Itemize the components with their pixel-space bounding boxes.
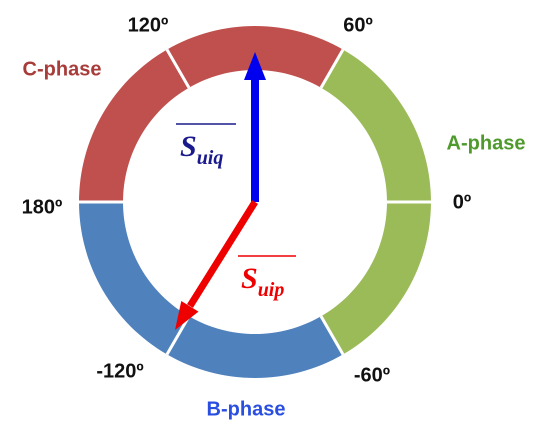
angle-label: 120º — [128, 14, 169, 36]
symbol: S — [180, 130, 197, 163]
vector-q-head — [244, 52, 266, 80]
angle-label: -120º — [96, 360, 143, 382]
b-phase-sector — [79, 202, 343, 378]
vector-p-shaft — [187, 200, 258, 308]
phase-label: B-phase — [207, 398, 286, 420]
a-phase-sector — [321, 49, 431, 355]
subscript: uip — [258, 279, 285, 301]
divider — [165, 315, 191, 356]
angle-label: -60º — [354, 364, 390, 386]
vector-p-label: Suip — [241, 262, 284, 301]
angle-label: 60º — [343, 14, 373, 36]
phase-label: C-phase — [23, 58, 102, 80]
subscript: uiq — [197, 147, 224, 169]
angle-label: 180º — [22, 196, 63, 218]
vector-p-head — [175, 301, 199, 330]
divider — [319, 315, 345, 356]
vector-q-label: Suiq — [180, 130, 223, 169]
c-phase-sector — [79, 26, 343, 202]
symbol: S — [241, 262, 258, 295]
angle-label: 0º — [453, 191, 471, 213]
dividers — [79, 48, 431, 356]
divider — [319, 48, 345, 89]
phase-label: A-phase — [447, 132, 526, 154]
divider — [165, 48, 191, 89]
